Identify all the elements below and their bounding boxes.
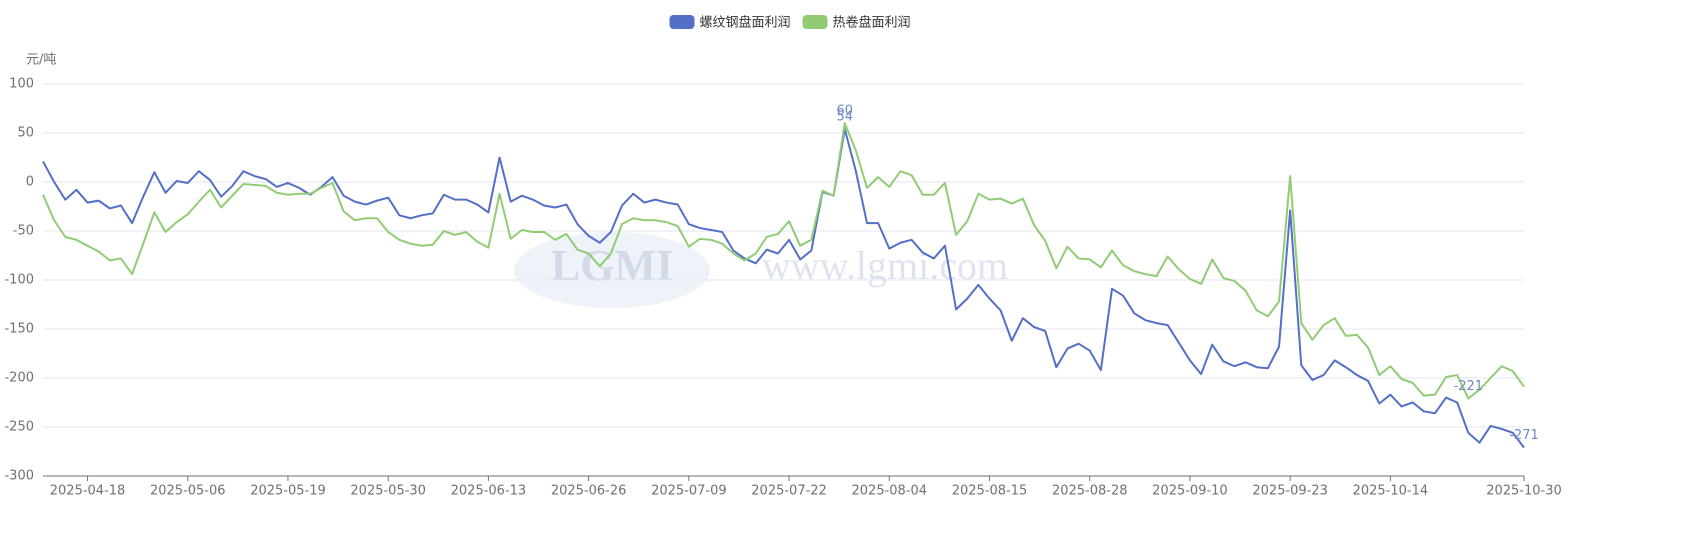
- x-tick-label: 2025-06-26: [551, 484, 627, 499]
- x-tick-label: 2025-05-30: [350, 484, 426, 499]
- x-tick-label: 2025-08-15: [952, 484, 1028, 499]
- extreme-label: 54: [836, 110, 853, 125]
- x-tick-label: 2025-09-23: [1252, 484, 1328, 499]
- x-tick-label: 2025-10-14: [1353, 484, 1429, 499]
- legend-label: 热卷盘面利润: [833, 15, 911, 31]
- x-tick-label: 2025-07-22: [751, 484, 827, 499]
- legend: 螺纹钢盘面利润 热卷盘面利润: [669, 15, 911, 31]
- x-tick-label: 2025-06-13: [451, 484, 527, 499]
- legend-swatch: [802, 15, 828, 29]
- y-tick-label: -150: [4, 322, 34, 337]
- x-tick-label: 2025-05-19: [250, 484, 326, 499]
- extreme-label: 60: [836, 104, 853, 119]
- x-tick-label: 2025-09-10: [1152, 484, 1228, 499]
- x-tick-label: 2025-07-09: [651, 484, 727, 499]
- y-tick-label: -250: [4, 420, 34, 435]
- x-tick-label: 2025-08-28: [1052, 484, 1128, 499]
- y-tick-label: 0: [26, 175, 34, 190]
- watermark-logo-shape: [514, 232, 710, 308]
- y-tick-label: -50: [13, 224, 34, 239]
- y-tick-label: -200: [4, 371, 34, 386]
- watermark: LGMI www.lgmi.com: [514, 232, 1008, 308]
- legend-label: 螺纹钢盘面利润: [699, 15, 790, 31]
- y-tick-label: 100: [9, 77, 34, 92]
- x-tick-label: 2025-10-30: [1486, 484, 1562, 499]
- legend-swatch: [669, 15, 695, 29]
- watermark-site: www.lgmi.com: [762, 243, 1008, 288]
- y-axis-unit: 元/吨: [26, 53, 56, 68]
- extreme-label: -221: [1454, 379, 1484, 394]
- x-tick-label: 2025-08-04: [852, 484, 928, 499]
- y-tick-label: -300: [4, 469, 34, 484]
- x-tick-label: 2025-04-18: [50, 484, 126, 499]
- y-tick-label: 50: [17, 126, 34, 141]
- series-line: [42, 122, 1525, 400]
- extreme-label: -271: [1509, 428, 1539, 443]
- y-tick-label: -100: [4, 273, 34, 288]
- series-line: [42, 128, 1525, 449]
- x-tick-label: 2025-05-06: [150, 484, 226, 499]
